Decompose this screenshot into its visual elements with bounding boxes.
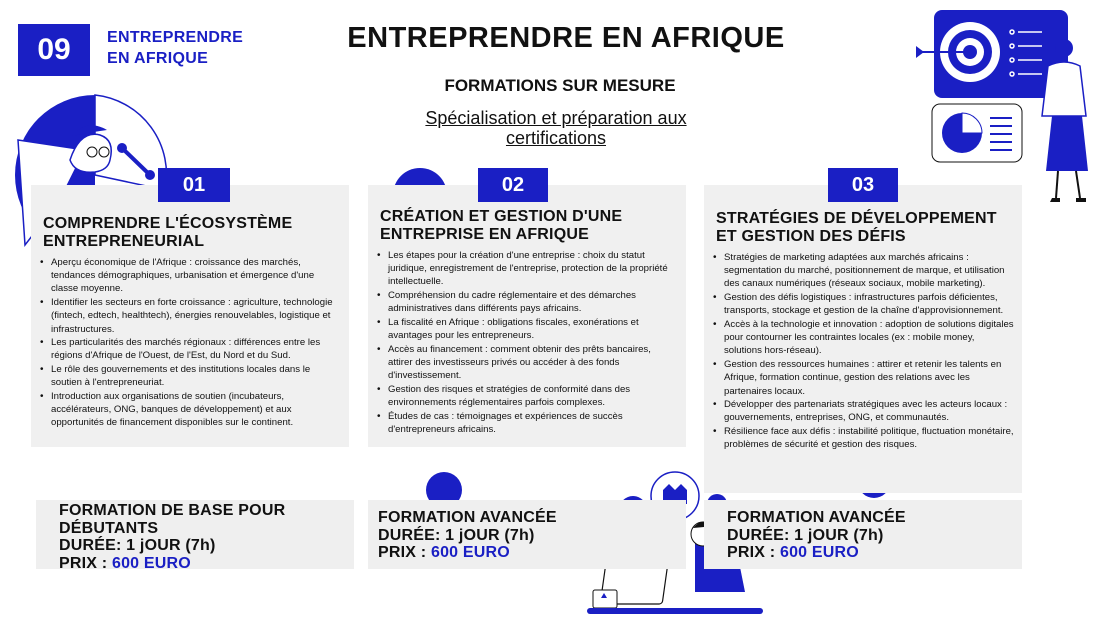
price-label: PRIX :: [59, 554, 108, 572]
formation-price: PRIX : 600 EURO: [378, 544, 686, 562]
module-title: STRATÉGIES DE DÉVELOPPEMENT ET GESTION D…: [716, 210, 997, 245]
list-item: Gestion des défis logistiques : infrastr…: [713, 291, 1014, 317]
page-tagline: Spécialisation et préparation aux certif…: [425, 108, 687, 148]
module-card-3: STRATÉGIES DE DÉVELOPPEMENT ET GESTION D…: [704, 185, 1022, 493]
list-item: Accès au financement : comment obtenir d…: [377, 343, 678, 383]
module-footer-3: FORMATION AVANCÉE DURÉE: 1 jOUR (7h) PRI…: [704, 500, 1022, 569]
list-item: Développer des partenariats stratégiques…: [713, 398, 1014, 424]
module-item-list: Les étapes pour la création d'une entrep…: [368, 249, 678, 436]
page-subtitle: FORMATIONS SUR MESURE: [444, 76, 676, 95]
module-footer-2: FORMATION AVANCÉE DURÉE: 1 jOUR (7h) PRI…: [368, 500, 686, 569]
price-value: 600 EURO: [779, 544, 859, 561]
module-card-1: COMPRENDRE L'ÉCOSYSTÈME ENTREPRENEURIAL …: [31, 185, 349, 447]
formation-duration: DURÉE: 1 jOUR (7h): [378, 526, 535, 544]
module-card-2: CRÉATION ET GESTION D'UNE ENTREPRISE EN …: [368, 185, 686, 447]
list-item: Gestion des ressources humaines : attire…: [713, 358, 1014, 398]
module-number-badge: 03: [828, 168, 898, 202]
module-number-badge: 01: [158, 168, 230, 202]
formation-level: FORMATION DE BASE POUR DÉBUTANTS: [59, 502, 286, 537]
section-number-badge: 09: [18, 24, 90, 76]
formation-duration: DURÉE: 1 jOUR (7h): [727, 526, 884, 544]
list-item: Introduction aux organisations de soutie…: [40, 390, 337, 430]
list-item: Accès à la technologie et innovation : a…: [713, 318, 1014, 358]
list-item: Identifier les secteurs en forte croissa…: [40, 296, 337, 336]
section-label: ENTREPRENDRE EN AFRIQUE: [107, 29, 244, 67]
formation-level: FORMATION AVANCÉE: [727, 509, 906, 526]
list-item: Compréhension du cadre réglementaire et …: [377, 289, 678, 315]
list-item: Gestion des risques et stratégies de con…: [377, 383, 678, 409]
woman-presenting-target-board-illustration: [916, 10, 1088, 202]
price-label: PRIX :: [727, 544, 776, 561]
price-value: 600 EURO: [430, 544, 510, 561]
formation-price: PRIX : 600 EURO: [727, 544, 1022, 562]
module-item-list: Aperçu économique de l'Afrique : croissa…: [31, 256, 337, 430]
module-number-badge: 02: [478, 168, 548, 202]
formation-duration: DURÉE: 1 jOUR (7h): [59, 537, 216, 554]
module-title: CRÉATION ET GESTION D'UNE ENTREPRISE EN …: [380, 208, 623, 243]
list-item: Les particularités des marchés régionaux…: [40, 336, 337, 362]
module-footer-1: FORMATION DE BASE POUR DÉBUTANTS DURÉE: …: [36, 500, 354, 572]
list-item: La fiscalité en Afrique : obligations fi…: [377, 316, 678, 342]
list-item: Les étapes pour la création d'une entrep…: [377, 249, 678, 289]
price-label: PRIX :: [378, 544, 427, 561]
price-value: 600 EURO: [111, 554, 191, 572]
list-item: Résilience face aux défis : instabilité …: [713, 425, 1014, 451]
list-item: Le rôle des gouvernements et des institu…: [40, 363, 337, 389]
module-item-list: Stratégies de marketing adaptées aux mar…: [704, 251, 1014, 452]
formation-price: PRIX : 600 EURO: [59, 555, 354, 573]
page-title: ENTREPRENDRE EN AFRIQUE: [347, 22, 785, 54]
formation-level: FORMATION AVANCÉE: [378, 509, 557, 526]
list-item: Aperçu économique de l'Afrique : croissa…: [40, 256, 337, 296]
list-item: Études de cas : témoignages et expérienc…: [377, 410, 678, 436]
module-title: COMPRENDRE L'ÉCOSYSTÈME ENTREPRENEURIAL: [43, 215, 293, 250]
list-item: Stratégies de marketing adaptées aux mar…: [713, 251, 1014, 291]
